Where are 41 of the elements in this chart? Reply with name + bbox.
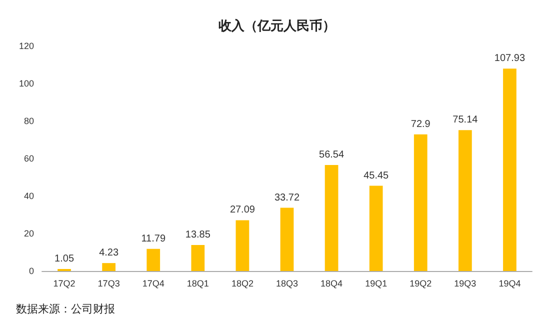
y-tick-label: 80 bbox=[24, 116, 34, 126]
bar bbox=[236, 220, 250, 271]
y-tick-label: 20 bbox=[24, 228, 34, 238]
x-tick-label: 18Q2 bbox=[231, 278, 254, 288]
x-tick-label: 19Q1 bbox=[365, 278, 388, 288]
data-label: 27.09 bbox=[230, 204, 256, 216]
x-tick-label: 19Q4 bbox=[498, 278, 521, 288]
y-tick-label: 60 bbox=[24, 154, 34, 164]
data-label: 72.9 bbox=[410, 118, 431, 130]
data-label: 11.79 bbox=[141, 233, 166, 244]
x-tick-label: 17Q3 bbox=[98, 278, 120, 288]
bar bbox=[503, 68, 516, 271]
data-label: 13.85 bbox=[185, 230, 211, 241]
x-tick-label: 19Q3 bbox=[454, 278, 476, 288]
bar bbox=[458, 130, 472, 271]
data-label: 4.23 bbox=[99, 248, 119, 259]
bar bbox=[414, 134, 428, 271]
y-tick-label: 120 bbox=[18, 41, 34, 51]
bar bbox=[280, 208, 294, 271]
x-tick-label: 18Q3 bbox=[276, 278, 298, 288]
data-label: 33.72 bbox=[274, 192, 300, 204]
y-tick-label: 0 bbox=[28, 266, 34, 276]
chart-title: 收入（亿元人民币） bbox=[218, 18, 336, 33]
x-tick-label: 19Q2 bbox=[410, 278, 432, 288]
x-tick-label: 17Q4 bbox=[142, 278, 164, 288]
y-tick-label: 100 bbox=[18, 78, 34, 88]
bar bbox=[146, 248, 160, 271]
bar bbox=[102, 263, 116, 271]
bar bbox=[324, 164, 338, 271]
y-tick-label: 40 bbox=[24, 191, 34, 201]
x-tick-label: 18Q4 bbox=[320, 278, 343, 288]
source-note: 数据来源：公司财报 bbox=[16, 302, 115, 316]
data-label: 56.54 bbox=[319, 149, 344, 160]
data-label: 1.05 bbox=[54, 254, 74, 265]
bar bbox=[191, 245, 205, 271]
x-tick-label: 17Q2 bbox=[53, 278, 76, 288]
x-tick-label: 18Q1 bbox=[186, 278, 209, 288]
data-label: 107.93 bbox=[494, 53, 526, 64]
data-label: 45.45 bbox=[364, 170, 390, 182]
data-label: 75.14 bbox=[452, 114, 478, 126]
bar bbox=[369, 186, 383, 271]
